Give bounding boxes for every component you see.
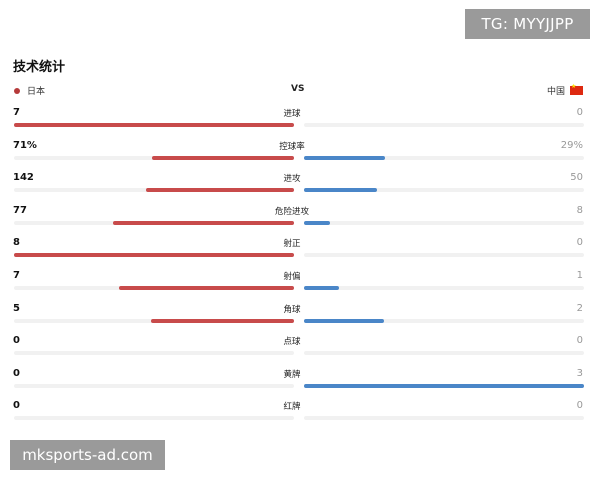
away-value: 0 [576,335,583,347]
away-bar [304,155,385,160]
away-value: 0 [576,400,583,412]
away-bar-track [304,188,584,193]
home-bar [151,318,294,323]
stat-label: 进攻 [283,174,301,185]
stat-row: 7 进球 0 [0,107,600,139]
stat-label: 进球 [283,109,301,119]
home-team-dot-icon [14,87,20,94]
away-team: 中国 [546,83,583,97]
stat-label: 控球率 [279,141,305,152]
watermark-bottom: mksports-ad.com [10,440,165,470]
home-bar [14,123,294,127]
away-bar-track [304,253,584,258]
stat-row: 77 危险进攻 8 [0,205,600,237]
home-bar [113,220,294,225]
home-value: 7 [13,107,20,118]
home-value: 71% [13,139,37,151]
china-flag-icon [570,83,583,95]
away-value: 2 [576,302,583,314]
stat-row: 142 进攻 50 [0,172,600,204]
stat-row: 71% 控球率 29% [0,140,600,172]
stat-row: 0 黄牌 3 [0,368,600,400]
home-bar [119,286,294,290]
stat-label: 危险进攻 [274,206,309,217]
away-bar [304,383,584,388]
away-team-name: 中国 [546,87,565,97]
away-bar-track [304,155,584,160]
away-bar-track [304,416,584,421]
stat-label: 射正 [283,239,301,250]
away-bar [304,188,377,193]
stat-row: 0 红牌 0 [0,400,600,432]
stat-label: 射偏 [283,272,301,282]
home-value: 0 [13,335,20,347]
home-bar [146,188,294,193]
stat-row: 8 射正 0 [0,237,600,269]
away-value: 0 [576,237,583,249]
home-bar-track [14,351,294,356]
home-bar [152,155,294,160]
stat-row: 0 点球 0 [0,335,600,367]
home-value: 8 [13,237,20,249]
watermark-top: TG: MYYJJPP [465,9,590,39]
home-bar-track [14,416,294,421]
home-team: 日本 [14,84,45,97]
away-bar-track [304,351,584,356]
stat-label: 点球 [283,337,301,348]
section-title: 技术统计 [13,60,66,75]
home-value: 0 [13,367,20,379]
away-bar [304,220,330,225]
teams-header: 日本 VS 中国 [0,82,600,98]
away-bar [304,286,339,290]
away-value: 3 [576,367,583,379]
away-value: 50 [570,172,583,184]
away-bar-track [304,318,584,323]
home-value: 0 [13,400,20,412]
away-bar-track [304,123,584,127]
stat-label: 角球 [283,304,301,315]
stat-row: 7 射偏 1 [0,270,600,302]
home-team-name: 日本 [27,87,46,97]
away-bar [304,318,384,323]
stat-row: 5 角球 2 [0,303,600,335]
stat-label: 红牌 [283,402,301,413]
home-value: 7 [13,270,20,281]
home-value: 5 [13,302,20,314]
vs-label: VS [291,84,305,94]
away-value: 8 [576,204,583,216]
away-bar-track [304,286,584,290]
away-bar-track [304,220,584,225]
stat-label: 黄牌 [283,369,301,380]
home-value: 142 [13,172,34,184]
home-bar [14,253,294,258]
home-bar-track [14,383,294,388]
home-value: 77 [13,204,27,216]
away-value: 29% [560,139,583,151]
away-value: 0 [576,107,583,118]
away-value: 1 [576,270,583,281]
